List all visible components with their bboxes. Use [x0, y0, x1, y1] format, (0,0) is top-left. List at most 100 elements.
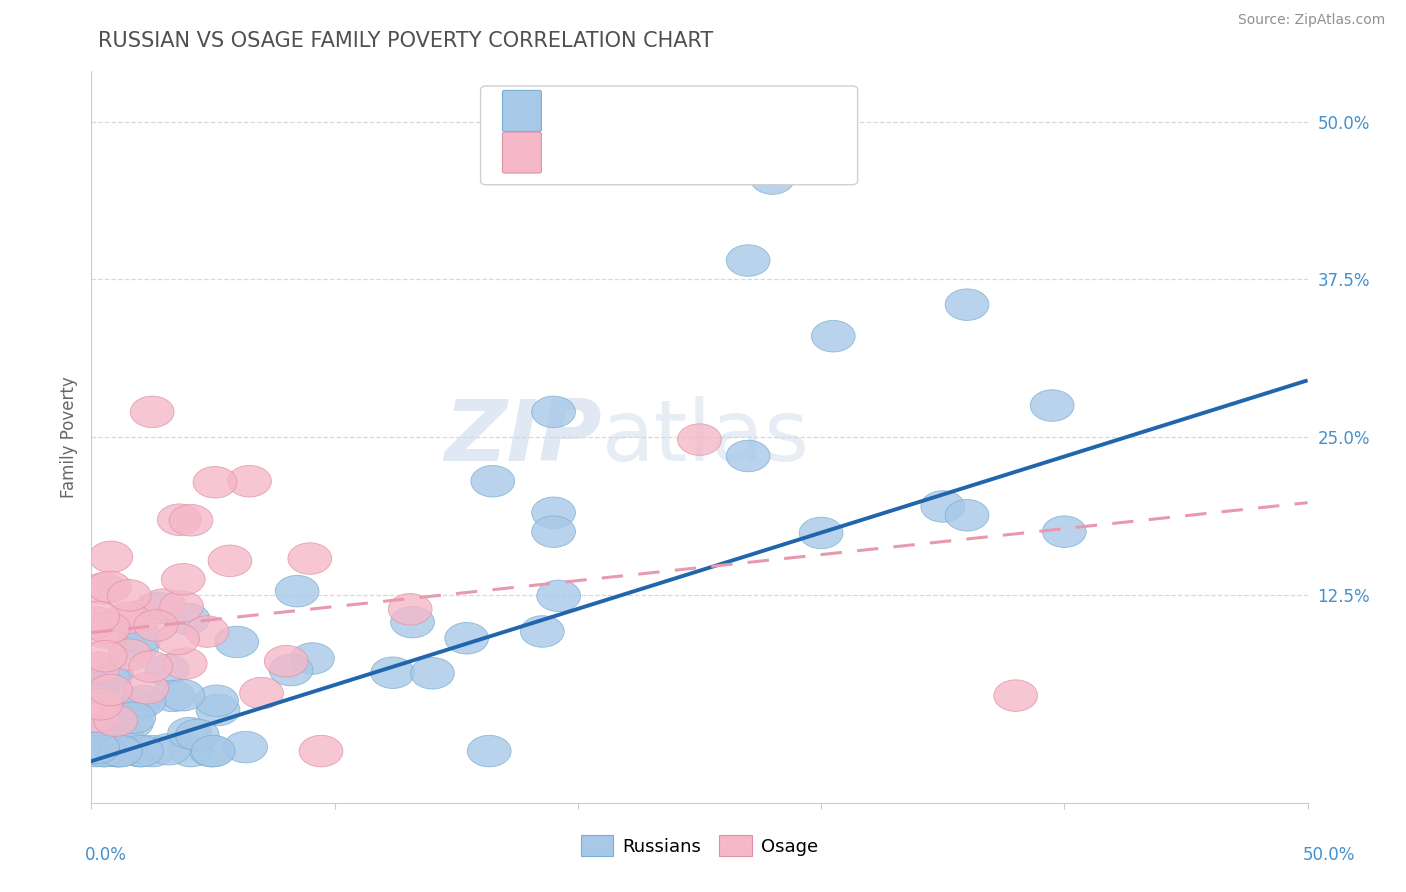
Ellipse shape — [163, 648, 207, 680]
Ellipse shape — [1042, 516, 1087, 548]
Ellipse shape — [107, 580, 150, 611]
Ellipse shape — [105, 602, 149, 633]
Ellipse shape — [98, 735, 142, 767]
Ellipse shape — [537, 580, 581, 612]
FancyBboxPatch shape — [481, 86, 858, 185]
Ellipse shape — [531, 516, 575, 548]
Ellipse shape — [100, 718, 143, 749]
Ellipse shape — [90, 657, 134, 690]
Ellipse shape — [811, 320, 855, 352]
Ellipse shape — [79, 716, 122, 747]
Ellipse shape — [264, 646, 308, 677]
Ellipse shape — [134, 610, 177, 641]
Ellipse shape — [391, 607, 434, 638]
Ellipse shape — [239, 677, 284, 709]
Ellipse shape — [751, 162, 794, 194]
Ellipse shape — [148, 733, 191, 765]
Ellipse shape — [190, 735, 233, 767]
Ellipse shape — [727, 244, 770, 277]
Text: 50.0%: 50.0% — [1302, 846, 1355, 863]
Ellipse shape — [112, 702, 156, 733]
Ellipse shape — [467, 735, 512, 767]
Ellipse shape — [115, 690, 159, 721]
Ellipse shape — [97, 735, 141, 767]
Ellipse shape — [444, 623, 488, 654]
Ellipse shape — [156, 624, 200, 655]
Ellipse shape — [191, 735, 235, 767]
Legend: Russians, Osage: Russians, Osage — [574, 828, 825, 863]
Ellipse shape — [87, 571, 131, 603]
Text: RUSSIAN VS OSAGE FAMILY POVERTY CORRELATION CHART: RUSSIAN VS OSAGE FAMILY POVERTY CORRELAT… — [98, 31, 714, 51]
Ellipse shape — [678, 424, 721, 455]
Ellipse shape — [276, 575, 319, 607]
Ellipse shape — [388, 593, 432, 625]
Ellipse shape — [120, 735, 163, 767]
Ellipse shape — [135, 592, 179, 624]
Ellipse shape — [228, 466, 271, 497]
Ellipse shape — [118, 735, 162, 767]
Ellipse shape — [84, 616, 128, 648]
Ellipse shape — [76, 673, 120, 704]
Ellipse shape — [224, 731, 267, 763]
Ellipse shape — [82, 573, 125, 604]
Ellipse shape — [195, 694, 240, 726]
Ellipse shape — [291, 643, 335, 674]
Ellipse shape — [208, 545, 252, 576]
Ellipse shape — [82, 735, 125, 767]
Text: N = 62: N = 62 — [682, 97, 744, 115]
Ellipse shape — [167, 717, 211, 749]
Ellipse shape — [87, 612, 131, 644]
Ellipse shape — [76, 732, 120, 764]
Ellipse shape — [186, 615, 229, 648]
Ellipse shape — [83, 735, 127, 767]
Ellipse shape — [79, 689, 122, 720]
Ellipse shape — [97, 728, 141, 759]
Ellipse shape — [921, 491, 965, 522]
Ellipse shape — [215, 626, 259, 657]
Ellipse shape — [131, 396, 174, 427]
FancyBboxPatch shape — [502, 90, 541, 131]
Ellipse shape — [110, 707, 153, 739]
Ellipse shape — [945, 500, 988, 531]
Ellipse shape — [169, 735, 212, 767]
Ellipse shape — [531, 396, 575, 427]
Ellipse shape — [169, 505, 212, 536]
Ellipse shape — [157, 504, 201, 535]
Ellipse shape — [118, 622, 162, 653]
Ellipse shape — [160, 680, 205, 711]
Ellipse shape — [89, 674, 132, 706]
Ellipse shape — [193, 467, 236, 498]
Text: atlas: atlas — [602, 395, 810, 479]
Ellipse shape — [150, 680, 195, 712]
Ellipse shape — [97, 735, 141, 767]
FancyBboxPatch shape — [502, 132, 541, 173]
Ellipse shape — [162, 564, 205, 595]
Ellipse shape — [371, 657, 415, 689]
Ellipse shape — [520, 615, 564, 648]
Text: R = 0.233: R = 0.233 — [554, 137, 644, 155]
Ellipse shape — [122, 685, 166, 717]
Ellipse shape — [471, 466, 515, 497]
Ellipse shape — [75, 735, 118, 767]
Ellipse shape — [76, 601, 120, 632]
Ellipse shape — [288, 543, 332, 574]
Ellipse shape — [160, 591, 204, 623]
Ellipse shape — [131, 735, 174, 767]
Ellipse shape — [194, 685, 239, 716]
Text: R = 0.665: R = 0.665 — [554, 97, 644, 115]
Ellipse shape — [125, 673, 169, 704]
Ellipse shape — [727, 441, 770, 472]
Text: Source: ZipAtlas.com: Source: ZipAtlas.com — [1237, 13, 1385, 28]
Ellipse shape — [176, 719, 219, 751]
Ellipse shape — [118, 600, 162, 632]
Ellipse shape — [76, 652, 120, 683]
Y-axis label: Family Poverty: Family Poverty — [59, 376, 77, 498]
Ellipse shape — [75, 607, 118, 639]
Ellipse shape — [87, 664, 131, 696]
Ellipse shape — [115, 630, 159, 661]
Text: N = 39: N = 39 — [682, 137, 744, 155]
Ellipse shape — [94, 705, 138, 737]
Ellipse shape — [299, 735, 343, 767]
Ellipse shape — [76, 701, 120, 732]
Ellipse shape — [799, 517, 844, 549]
